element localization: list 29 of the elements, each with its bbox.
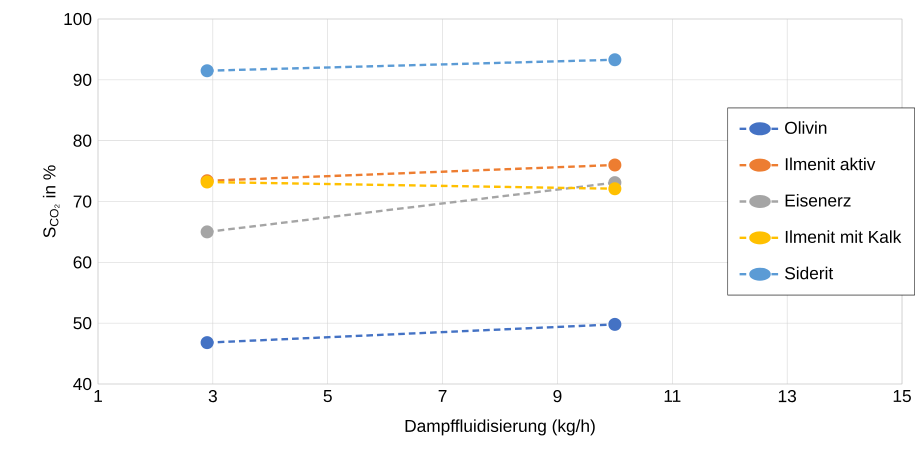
y-tick-label: 90 [74, 74, 92, 86]
y-tick-label: 40 [73, 378, 92, 390]
y-tick-label: 50 [73, 317, 92, 330]
y-tick-label: 60 [74, 256, 92, 268]
x-tick-label: 13 [778, 390, 796, 402]
point [200, 336, 214, 350]
legend-label: Olivin [785, 121, 826, 134]
x-tick-label: 7 [438, 390, 446, 402]
x-tick-label: 15 [894, 390, 911, 402]
point [200, 225, 214, 238]
x-tick-label: 3 [208, 390, 217, 402]
point [608, 158, 622, 172]
y-tick-label: 70 [74, 195, 92, 208]
x-tick-label: 1 [94, 390, 102, 402]
legend-label: Ilmenit aktiv [786, 158, 876, 170]
point [608, 318, 622, 331]
y-tick-label: 80 [74, 134, 92, 147]
point [608, 182, 622, 196]
x-tick-label: 5 [324, 390, 332, 402]
x-tick-label: 9 [553, 390, 562, 402]
y-axis-title: S$_{CO₂}$ in % [42, 165, 60, 238]
legend-label: Siderit [785, 266, 834, 280]
y-tick-label: 100 [64, 12, 92, 26]
x-axis-title: Dampffluidisierung (kg/h) [406, 419, 595, 436]
point [608, 53, 622, 66]
x-tick-label: 11 [664, 390, 680, 402]
legend-label: Ilmenit mit Kalk [786, 230, 902, 243]
legend-label: Eisenerz [786, 194, 851, 207]
point [200, 64, 214, 78]
